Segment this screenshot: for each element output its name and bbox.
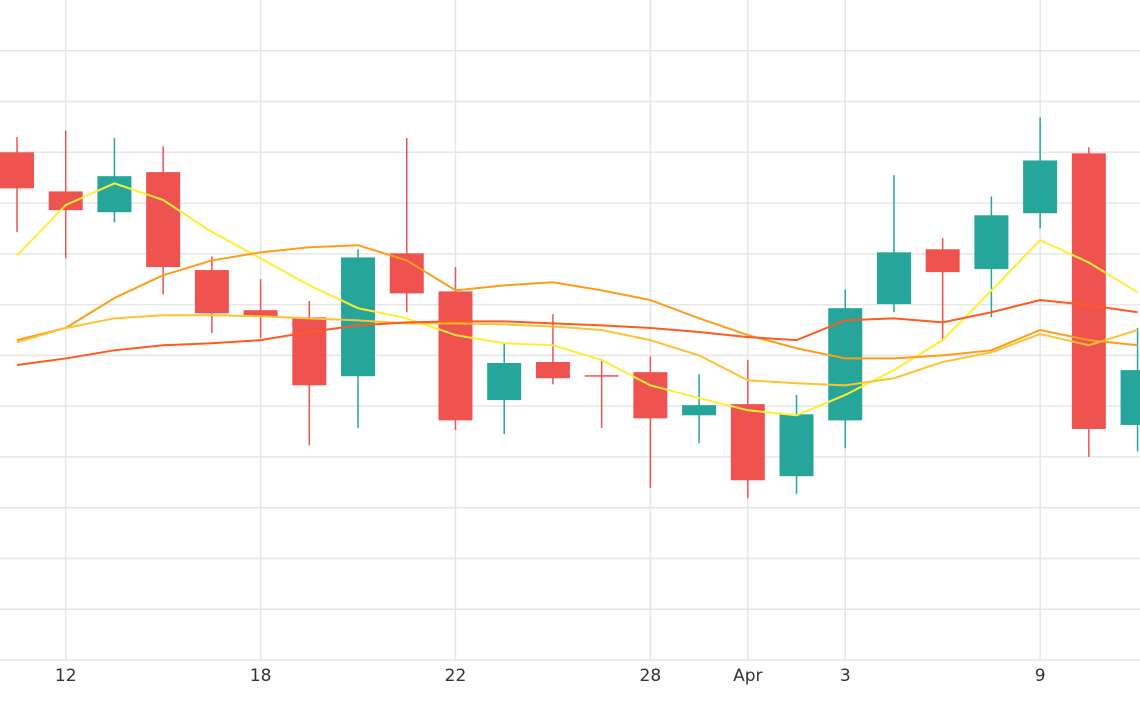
candle-body <box>48 191 83 211</box>
candle-body <box>925 249 960 273</box>
moving-average-line <box>16 299 1138 367</box>
x-tick-label: 18 <box>250 666 272 686</box>
candle-body <box>535 361 570 379</box>
x-tick-label: 9 <box>1035 666 1046 686</box>
x-tick-label: 22 <box>445 666 467 686</box>
candle-body <box>730 404 765 481</box>
candle-body <box>243 310 278 317</box>
moving-average-line <box>16 182 1139 417</box>
x-tick-label: 28 <box>640 666 662 686</box>
candle-body <box>146 172 181 268</box>
candle-body <box>194 270 229 314</box>
candle-body <box>974 215 1009 270</box>
candle-body <box>389 253 424 294</box>
candle-body <box>1071 153 1106 430</box>
candle-body <box>438 291 473 421</box>
moving-average-line <box>16 314 1138 387</box>
candle-body <box>828 308 863 421</box>
candle-body <box>1023 160 1058 214</box>
candle-body <box>779 414 814 477</box>
candle-body <box>292 317 327 386</box>
candle-body <box>682 405 717 416</box>
x-tick-label: Apr <box>733 666 762 686</box>
candle-body <box>341 257 376 377</box>
candle-body <box>584 375 619 377</box>
candle-body <box>97 176 132 213</box>
candle-body <box>876 252 911 305</box>
candle-body <box>0 152 34 189</box>
x-tick-label: 12 <box>55 666 77 686</box>
candle-body <box>1120 370 1140 425</box>
moving-average-line <box>16 244 1138 360</box>
x-tick-label: 3 <box>840 666 851 686</box>
candle-body <box>487 363 522 401</box>
